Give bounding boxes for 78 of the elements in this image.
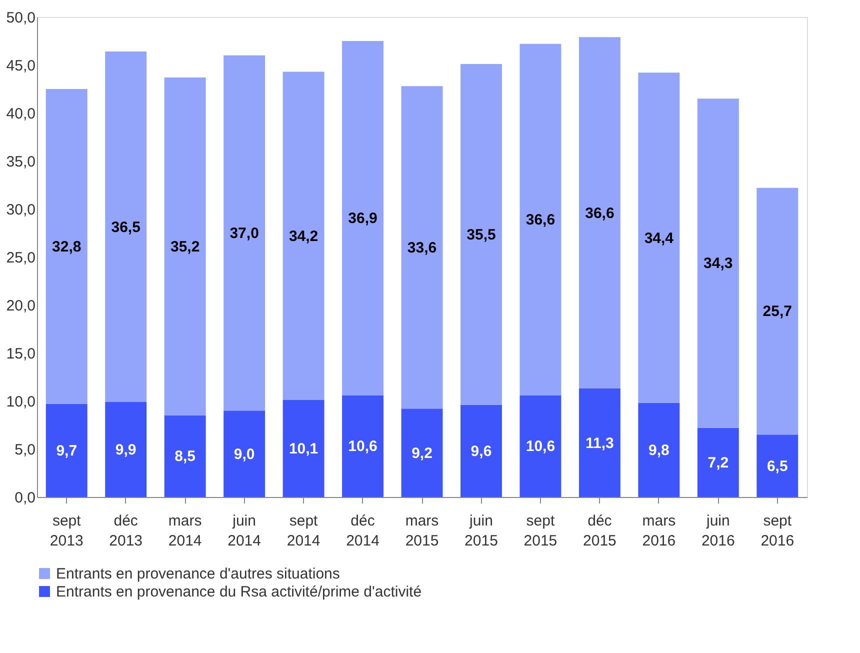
y-tick-label: 35,0 bbox=[6, 154, 36, 170]
x-tick-label: juin 2015 bbox=[464, 512, 498, 550]
data-label: 10,6 bbox=[348, 438, 378, 456]
data-label: 10,1 bbox=[288, 440, 318, 458]
data-label: 35,2 bbox=[170, 238, 200, 256]
bar bbox=[578, 388, 620, 497]
x-tick-label: mars 2015 bbox=[405, 512, 439, 550]
bar bbox=[46, 404, 88, 497]
bar bbox=[578, 37, 620, 389]
y-tick-label: 20,0 bbox=[6, 298, 36, 314]
legend-label: Entrants en provenance d'autres situations bbox=[56, 566, 340, 582]
data-label: 9,6 bbox=[470, 442, 492, 460]
data-label: 25,7 bbox=[762, 303, 792, 320]
data-label: 36,6 bbox=[585, 204, 614, 222]
bar bbox=[520, 395, 562, 497]
data-label: 34,2 bbox=[288, 228, 318, 245]
data-label: 34,3 bbox=[704, 255, 733, 272]
bar bbox=[342, 41, 384, 396]
bar bbox=[342, 395, 384, 497]
data-label: 36,6 bbox=[526, 212, 556, 229]
bar bbox=[401, 86, 443, 409]
bar bbox=[460, 64, 502, 405]
bar bbox=[282, 400, 324, 497]
y-tick-label: 0,0 bbox=[14, 490, 36, 506]
data-label: 33,6 bbox=[407, 239, 437, 256]
data-label: 36,9 bbox=[348, 210, 378, 228]
data-label: 9,2 bbox=[412, 444, 432, 462]
x-tick-label: sept 2016 bbox=[760, 512, 794, 550]
data-label: 6,5 bbox=[766, 458, 788, 475]
y-tick-label: 50,0 bbox=[6, 10, 36, 26]
x-tick-label: sept 2014 bbox=[286, 512, 320, 550]
data-label: 9,9 bbox=[115, 441, 136, 458]
bar bbox=[282, 72, 324, 400]
data-label: 9,0 bbox=[234, 446, 255, 463]
x-tick-label: sept 2015 bbox=[524, 512, 558, 550]
x-tick-label: sept 2013 bbox=[50, 512, 84, 550]
data-label: 10,6 bbox=[526, 438, 556, 456]
y-tick-label: 45,0 bbox=[6, 58, 36, 74]
x-tick-label: juin 2016 bbox=[701, 512, 735, 550]
bar bbox=[756, 434, 798, 497]
data-label: 11,3 bbox=[586, 434, 614, 452]
x-tick-label: mars 2014 bbox=[168, 512, 202, 550]
y-tick-label: 30,0 bbox=[6, 202, 36, 218]
data-label: 34,4 bbox=[644, 230, 674, 247]
bar bbox=[520, 44, 562, 396]
bar bbox=[105, 52, 147, 402]
x-tick-label: déc 2015 bbox=[583, 512, 616, 550]
y-tick-label: 25,0 bbox=[6, 250, 36, 266]
bar bbox=[224, 55, 266, 411]
bar bbox=[105, 402, 147, 497]
data-label: 7,2 bbox=[708, 454, 729, 472]
bar bbox=[756, 188, 798, 435]
bar bbox=[638, 72, 680, 403]
data-label: 37,0 bbox=[230, 225, 259, 242]
bar bbox=[164, 77, 206, 416]
bar bbox=[638, 402, 680, 497]
data-label: 36,5 bbox=[111, 218, 140, 236]
data-label: 32,8 bbox=[52, 238, 82, 256]
x-tick-label: déc 2014 bbox=[346, 512, 380, 550]
data-label: 9,7 bbox=[56, 442, 78, 460]
bar bbox=[697, 98, 739, 428]
x-tick-label: juin 2014 bbox=[228, 512, 261, 550]
data-label: 9,8 bbox=[648, 442, 670, 459]
data-label: 35,5 bbox=[466, 226, 496, 244]
bar bbox=[46, 89, 88, 404]
bar bbox=[224, 410, 266, 497]
bar bbox=[164, 415, 206, 497]
x-tick-label: déc 2013 bbox=[109, 512, 143, 550]
bar bbox=[401, 408, 443, 497]
x-tick-label: mars 2016 bbox=[642, 512, 676, 550]
y-tick-label: 10,0 bbox=[6, 394, 36, 410]
y-tick-label: 15,0 bbox=[6, 346, 36, 362]
y-tick-label: 5,0 bbox=[14, 442, 36, 458]
bar bbox=[697, 428, 739, 497]
y-tick-label: 40,0 bbox=[6, 106, 36, 122]
data-label: 8,5 bbox=[174, 448, 196, 466]
bar bbox=[460, 404, 502, 497]
legend-label: Entrants en provenance du Rsa activité/prime d'activité bbox=[56, 584, 422, 600]
